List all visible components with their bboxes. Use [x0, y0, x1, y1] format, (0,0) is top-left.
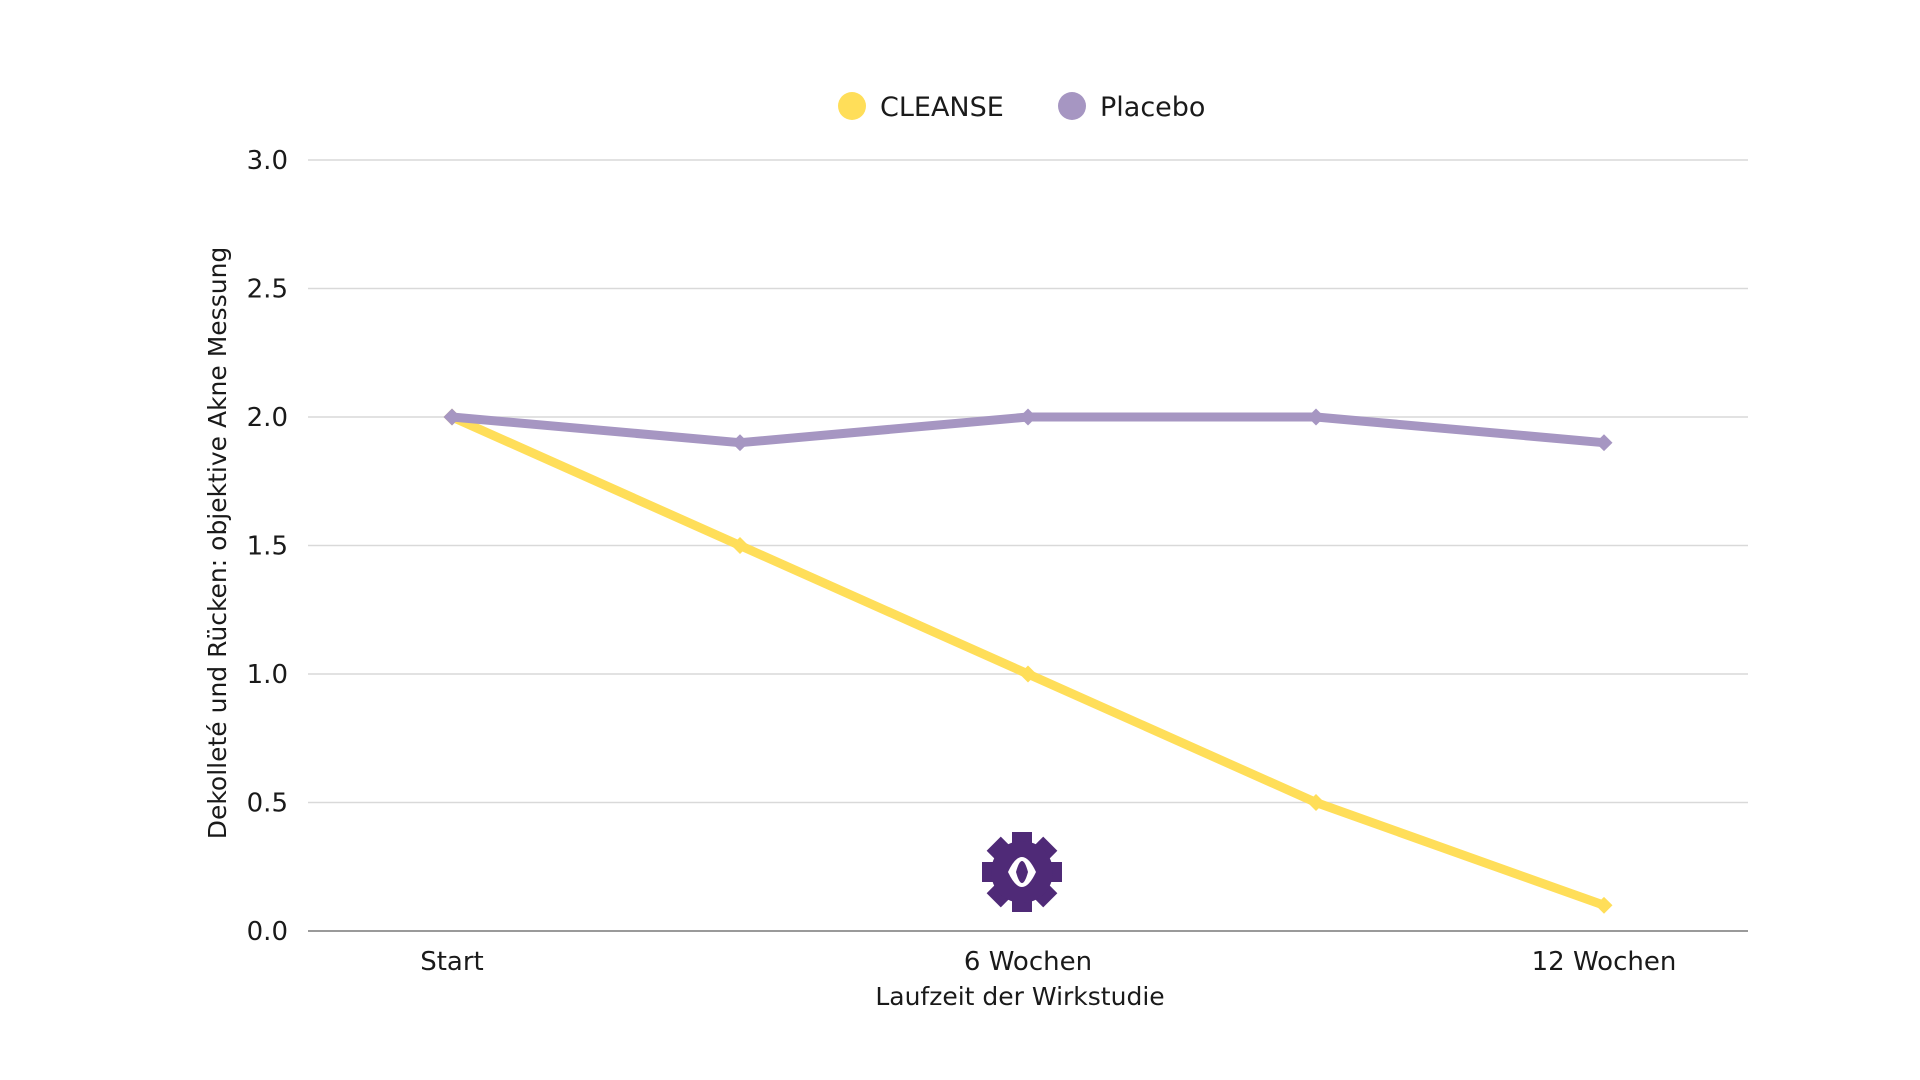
data-point-cleanse	[731, 537, 749, 554]
data-point-placebo	[1019, 408, 1037, 426]
y-tick-label: 3.0	[247, 146, 288, 176]
x-tick-label: Start	[420, 947, 484, 977]
data-point-cleanse	[1307, 794, 1325, 811]
data-point-cleanse	[1019, 665, 1037, 683]
data-point-placebo	[443, 408, 461, 426]
legend: CLEANSE Placebo	[838, 92, 1205, 123]
gear-eye-logo-icon	[982, 832, 1062, 912]
y-tick-label: 2.0	[247, 403, 288, 433]
gridlines	[308, 159, 1748, 932]
series	[443, 408, 1613, 914]
y-tick-label: 0.0	[247, 917, 288, 947]
series-cleanse	[443, 408, 1613, 914]
x-tick-label: 6 Wochen	[964, 947, 1092, 977]
data-point-placebo	[1595, 434, 1613, 452]
y-tick-label: 0.5	[247, 789, 288, 819]
y-tick-label: 2.5	[247, 275, 288, 305]
legend-label-cleanse: CLEANSE	[880, 92, 1004, 123]
y-axis-ticks: 0.0 0.5 1.0 1.5 2.0 2.5 3.0	[247, 146, 288, 947]
x-axis-title: Laufzeit der Wirkstudie	[875, 982, 1164, 1011]
data-point-placebo	[731, 434, 749, 452]
data-point-placebo	[1307, 408, 1325, 426]
y-axis-title: Dekolleté und Rücken: objektive Akne Mes…	[203, 247, 232, 840]
x-tick-label: 12 Wochen	[1532, 947, 1677, 977]
series-placebo	[443, 408, 1613, 452]
y-tick-label: 1.0	[247, 660, 288, 690]
legend-swatch-placebo	[1058, 92, 1086, 120]
y-tick-label: 1.5	[247, 532, 288, 562]
legend-swatch-cleanse	[838, 92, 866, 120]
x-axis-ticks: Start 6 Wochen 12 Wochen	[420, 947, 1676, 977]
legend-label-placebo: Placebo	[1100, 92, 1205, 123]
data-point-cleanse	[1595, 896, 1613, 914]
